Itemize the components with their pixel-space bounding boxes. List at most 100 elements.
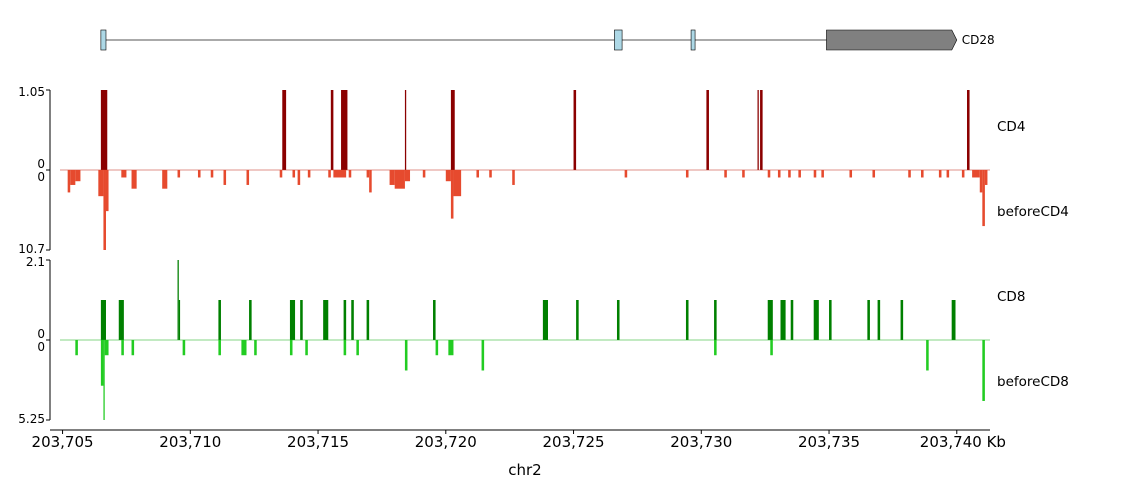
signal-bar xyxy=(760,90,763,170)
signal-bar xyxy=(433,300,436,340)
signal-bar xyxy=(908,170,911,178)
signal-bar xyxy=(448,340,454,356)
x-axis-label: chr2 xyxy=(508,461,541,479)
signal-bar xyxy=(767,170,771,178)
track-name-label: beforeCD8 xyxy=(997,374,1069,390)
signal-bar xyxy=(177,260,179,340)
signal-tracks: 1.05 0 CD4 0 10.7 beforeCD4 2.1 0 CD8 0 5.25 before… xyxy=(18,85,1069,426)
signal-bar xyxy=(984,170,988,185)
signal-bar xyxy=(210,170,214,178)
signal-bar xyxy=(75,170,81,182)
signal-bar xyxy=(573,90,577,170)
signal-bar xyxy=(366,170,370,178)
y-tick-label: 0 xyxy=(37,340,45,354)
gene-exon xyxy=(100,29,107,51)
signal-bar xyxy=(70,170,76,185)
signal-bar xyxy=(404,170,411,182)
signal-bar xyxy=(100,340,104,386)
y-tick-label: 10.7 xyxy=(18,242,45,256)
signal-bar xyxy=(333,170,347,178)
signal-bar xyxy=(450,170,454,219)
signal-bar xyxy=(780,300,786,340)
gene-name-label: CD28 xyxy=(962,33,995,47)
signal-bar xyxy=(98,170,104,197)
signal-bar xyxy=(900,300,904,340)
signal-bar xyxy=(100,90,108,170)
signal-bar xyxy=(714,340,717,356)
signal-bar xyxy=(982,340,985,401)
signal-bar xyxy=(979,170,983,193)
x-tick-label: 203,720 xyxy=(415,433,477,451)
signal-bar xyxy=(481,340,485,371)
gene-exon xyxy=(690,29,696,51)
signal-bar xyxy=(404,90,407,170)
signal-bar xyxy=(872,170,876,178)
signal-bar xyxy=(938,170,942,178)
signal-bar xyxy=(450,90,455,170)
signal-bar xyxy=(542,300,548,340)
signal-bar xyxy=(177,170,181,178)
signal-bar xyxy=(279,170,283,178)
signal-bar xyxy=(714,300,717,340)
signal-bar xyxy=(982,170,985,227)
track-name-label: beforeCD4 xyxy=(997,204,1069,220)
signal-bar xyxy=(394,170,405,189)
signal-bar xyxy=(422,170,426,178)
signal-bar xyxy=(476,170,480,178)
signal-bar xyxy=(724,170,727,178)
signal-bar xyxy=(100,300,106,340)
signal-bar xyxy=(366,300,370,340)
x-tick-label: 203,735 xyxy=(798,433,860,451)
signal-bar xyxy=(389,170,395,185)
signal-bar xyxy=(305,340,308,356)
signal-bar xyxy=(951,300,956,340)
signal-bar xyxy=(921,170,924,178)
signal-bar xyxy=(435,340,439,356)
gene-exon xyxy=(614,29,623,51)
signal-bar xyxy=(223,170,227,185)
signal-bar xyxy=(356,340,359,356)
gene-exon-arrow xyxy=(826,29,958,51)
signal-bar xyxy=(289,340,293,356)
signal-bar xyxy=(813,170,817,178)
signal-bar xyxy=(118,300,124,340)
x-tick-label: 203,740 Kb xyxy=(920,433,1006,451)
signal-bar xyxy=(282,90,287,170)
signal-bar xyxy=(246,170,250,185)
y-tick-label: 2.1 xyxy=(26,255,45,269)
signal-bar xyxy=(131,340,135,356)
signal-bar xyxy=(706,90,709,170)
signal-bar xyxy=(616,300,620,340)
signal-bar xyxy=(328,170,331,178)
signal-bar xyxy=(742,170,745,178)
signal-bar xyxy=(218,340,221,356)
signal-bar xyxy=(946,170,950,178)
signal-bar xyxy=(770,340,773,356)
signal-bar xyxy=(323,300,329,340)
x-axis: 203,705 203,710 203,715 203,720 203,725 203,7… xyxy=(32,429,1006,451)
signal-bar xyxy=(489,170,492,178)
signal-bar xyxy=(790,300,794,340)
signal-bar xyxy=(348,170,352,178)
signal-bar xyxy=(767,300,773,340)
x-tick-label: 203,730 xyxy=(670,433,732,451)
signal-bar xyxy=(757,90,759,170)
signal-bar xyxy=(67,170,71,193)
signal-bar xyxy=(685,300,689,340)
signal-bar xyxy=(162,170,168,189)
signal-bar xyxy=(685,170,689,178)
signal-bar xyxy=(254,340,257,356)
signal-bar xyxy=(121,170,127,178)
x-tick-label: 203,705 xyxy=(32,433,94,451)
signal-bar xyxy=(576,300,579,340)
signal-bar xyxy=(75,340,78,356)
signal-bar xyxy=(105,170,109,212)
signal-bar xyxy=(877,300,881,340)
signal-bar xyxy=(829,300,832,340)
signal-bar xyxy=(292,170,296,178)
signal-bar xyxy=(798,170,801,178)
signal-bar xyxy=(178,300,181,340)
signal-bar xyxy=(972,170,980,178)
signal-bar xyxy=(624,170,628,178)
